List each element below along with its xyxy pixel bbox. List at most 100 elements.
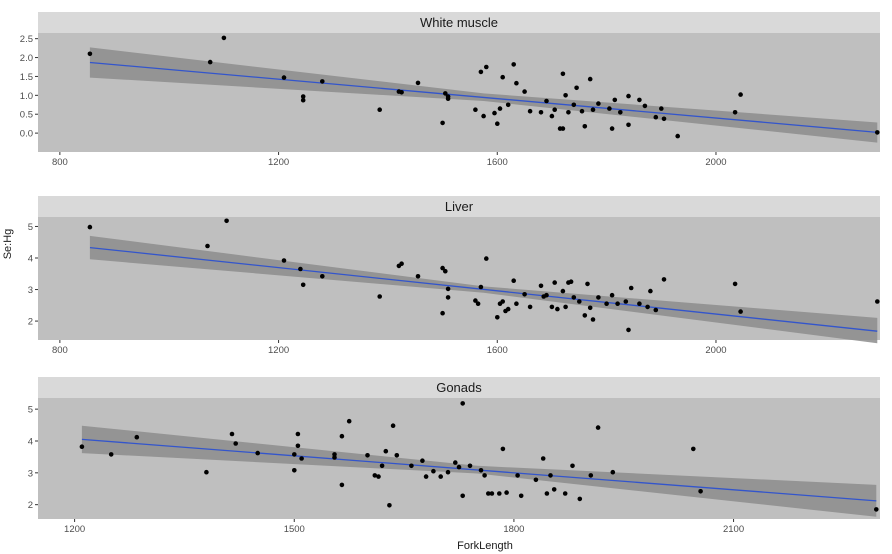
strip-gonads-title: Gonads	[436, 380, 482, 395]
data-point-white-muscle-55	[675, 133, 680, 139]
marks-liver	[87, 218, 880, 344]
data-point-gonads-40	[497, 491, 502, 496]
y-tick-label-liver-2: 4	[28, 254, 33, 265]
x-tick-label-white-muscle-2: 1600	[487, 157, 508, 168]
y-tick-label-gonads-2: 4	[28, 436, 33, 447]
data-point-white-muscle-19	[492, 110, 497, 116]
data-point-gonads-17	[365, 453, 370, 458]
data-point-white-muscle-30	[549, 113, 555, 119]
data-point-liver-48	[615, 301, 620, 307]
confidence-band-white-muscle	[89, 47, 878, 143]
y-tick-label-white-muscle-2: 1.0	[20, 91, 33, 102]
data-point-liver-42	[585, 281, 590, 287]
data-point-gonads-29	[438, 474, 444, 479]
data-point-gonads-7	[292, 452, 297, 457]
data-point-liver-59	[875, 299, 880, 304]
data-point-white-muscle-51	[642, 103, 648, 109]
marks-white-muscle	[87, 35, 880, 143]
data-point-white-muscle-28	[538, 110, 544, 115]
x-tick-label-white-muscle-1: 1200	[268, 157, 289, 168]
data-point-gonads-30	[445, 469, 451, 475]
data-point-liver-45	[596, 295, 601, 300]
data-point-liver-31	[544, 292, 549, 298]
data-point-white-muscle-34	[560, 71, 566, 77]
data-point-liver-13	[443, 268, 448, 274]
data-point-gonads-5	[233, 441, 238, 446]
data-point-liver-33	[552, 280, 557, 285]
data-point-gonads-14	[339, 433, 345, 439]
data-point-liver-40	[577, 299, 582, 304]
data-point-white-muscle-37	[571, 102, 577, 108]
data-point-gonads-35	[467, 463, 473, 469]
data-point-liver-0	[87, 224, 93, 230]
data-point-gonads-6	[255, 450, 260, 456]
data-point-liver-12	[440, 265, 445, 271]
data-point-white-muscle-3	[281, 75, 287, 80]
data-point-white-muscle-49	[626, 122, 631, 128]
data-point-liver-51	[628, 285, 634, 291]
data-point-gonads-33	[460, 493, 466, 499]
data-point-white-muscle-7	[377, 107, 383, 112]
data-point-gonads-13	[332, 455, 337, 460]
data-point-gonads-21	[383, 448, 389, 454]
panel-white-muscle: White muscle 0.0 0.5 1.0 1.5 2.0 2.5 800 1200 16…	[20, 12, 880, 168]
data-point-white-muscle-45	[609, 126, 615, 131]
data-point-white-muscle-25	[514, 80, 519, 86]
data-point-gonads-20	[379, 463, 385, 469]
data-point-white-muscle-52	[653, 114, 659, 120]
data-point-gonads-19	[376, 474, 381, 479]
data-point-white-muscle-6	[320, 79, 325, 84]
data-point-liver-24	[505, 306, 511, 312]
data-point-gonads-47	[544, 491, 550, 496]
data-point-white-muscle-4	[300, 94, 306, 99]
data-point-gonads-2	[134, 434, 140, 440]
data-point-white-muscle-18	[484, 64, 489, 70]
data-point-gonads-3	[204, 469, 209, 475]
strip-white-muscle-title: White muscle	[420, 15, 498, 30]
y-tick-label-white-muscle-0: 0.0	[20, 129, 33, 140]
data-point-liver-16	[473, 298, 478, 303]
data-point-gonads-51	[570, 463, 575, 469]
x-tick-label-gonads-3: 2100	[723, 524, 744, 535]
data-point-liver-27	[522, 292, 527, 297]
data-point-gonads-15	[339, 482, 345, 488]
data-point-liver-41	[582, 313, 588, 318]
data-point-liver-3	[281, 258, 287, 263]
data-point-gonads-50	[562, 491, 568, 496]
data-point-gonads-1	[108, 452, 114, 457]
data-point-gonads-24	[394, 453, 400, 458]
data-point-gonads-42	[504, 490, 509, 495]
data-point-liver-38	[568, 279, 574, 285]
x-tick-label-liver-3: 2000	[705, 345, 726, 356]
data-point-gonads-27	[423, 474, 429, 479]
data-point-liver-10	[415, 274, 421, 279]
data-point-gonads-53	[588, 473, 594, 478]
data-point-gonads-36	[478, 468, 484, 473]
data-point-gonads-34	[460, 401, 466, 406]
data-point-liver-35	[560, 288, 566, 294]
data-point-liver-22	[500, 299, 506, 304]
y-tick-label-gonads-1: 3	[28, 468, 33, 479]
data-point-gonads-38	[486, 491, 491, 496]
data-point-liver-34	[555, 306, 560, 312]
y-tick-label-white-muscle-5: 2.5	[20, 34, 33, 45]
data-point-white-muscle-50	[637, 97, 642, 103]
data-point-white-muscle-53	[659, 106, 664, 111]
data-point-white-muscle-43	[596, 101, 601, 106]
data-point-gonads-49	[551, 487, 557, 492]
x-tick-label-gonads-2: 1800	[503, 524, 524, 535]
data-point-gonads-52	[577, 496, 583, 502]
data-point-liver-58	[738, 309, 743, 314]
data-point-gonads-45	[533, 477, 539, 483]
data-point-white-muscle-58	[875, 130, 880, 135]
data-point-liver-54	[648, 288, 653, 294]
data-point-white-muscle-29	[544, 98, 549, 104]
marks-gonads	[79, 401, 879, 517]
data-point-gonads-41	[500, 446, 506, 452]
data-point-liver-49	[623, 299, 629, 304]
data-point-liver-55	[653, 307, 659, 313]
data-point-gonads-48	[548, 473, 553, 478]
strip-liver-background	[38, 196, 880, 217]
data-point-white-muscle-47	[618, 110, 623, 115]
data-point-gonads-9	[295, 431, 301, 437]
